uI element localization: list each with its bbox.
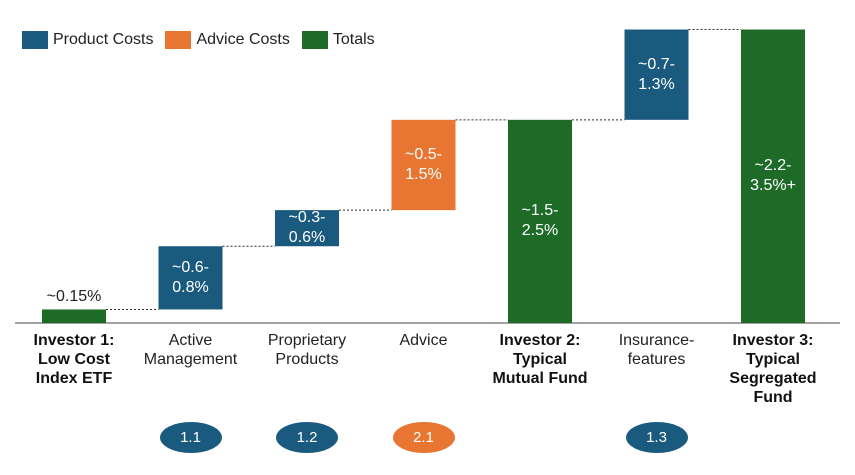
bar-product-2	[158, 246, 223, 310]
bar-advice-4	[391, 119, 456, 211]
legend-label-product-costs: Product Costs	[53, 31, 154, 48]
legend-item-totals: Totals	[301, 31, 375, 49]
category-label: Investor 1: Low Cost Index ETF	[33, 332, 115, 387]
category-label: Active Management	[143, 332, 238, 368]
bar-total-1	[42, 309, 106, 323]
legend-swatch-advice-costs	[165, 31, 192, 49]
bar-total-5	[508, 119, 572, 324]
bar-value-label: ~2.2- 3.5%+	[750, 157, 796, 195]
bar-product-3	[275, 210, 339, 247]
category-label: Investor 3: Typical Segregated Fund	[729, 332, 817, 406]
bar-value-label: ~0.5- 1.5%	[405, 145, 442, 183]
reference-badge: 2.1	[392, 422, 455, 453]
reference-badge: 1.3	[625, 422, 688, 453]
legend-label-totals: Totals	[332, 31, 375, 48]
legend-label-advice-costs: Advice Costs	[196, 31, 290, 48]
bar-value-label: ~0.7- 1.3%	[638, 55, 675, 93]
legend-swatch-totals	[301, 31, 328, 49]
category-label: Investor 2: Typical Mutual Fund	[492, 332, 588, 387]
reference-badge: 1.1	[159, 422, 222, 453]
legend-item-advice-costs: Advice Costs	[165, 31, 290, 49]
bar-value-label: ~0.3- 0.6%	[288, 209, 326, 247]
category-label: Proprietary Products	[267, 332, 347, 368]
reference-badge: 1.2	[276, 422, 338, 453]
chart-legend: Product Costs Advice Costs Totals	[22, 31, 387, 49]
category-label: Insurance- features	[618, 332, 695, 368]
bar-value-label: ~0.6- 0.8%	[172, 258, 209, 296]
legend-swatch-product-costs	[22, 31, 48, 49]
legend-item-product-costs: Product Costs	[22, 31, 153, 49]
bar-total-7	[741, 29, 805, 324]
bar-product-6	[624, 29, 689, 120]
category-label: Advice	[399, 332, 448, 349]
bar-value-label: ~1.5- 2.5%	[521, 202, 559, 240]
bar-value-label: ~0.15%	[46, 288, 102, 306]
